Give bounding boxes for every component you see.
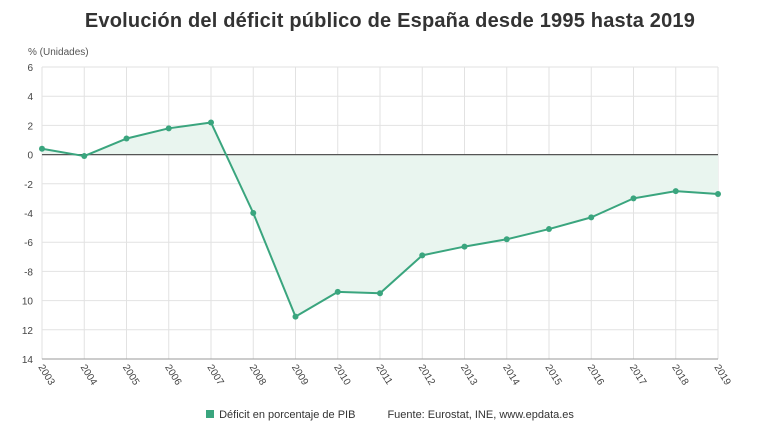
- data-point-2013: [461, 243, 468, 250]
- data-point-2018: [672, 188, 679, 195]
- data-point-2008: [250, 210, 257, 216]
- x-tick-label: 2019: [711, 363, 732, 388]
- y-tick-label: 14: [22, 355, 34, 366]
- data-point-2003: [39, 145, 45, 152]
- x-tick-label: 2006: [162, 363, 183, 388]
- data-point-2010: [334, 288, 341, 295]
- y-axis-unit-label: % (Unidades): [28, 47, 89, 58]
- y-tick-label: -6: [24, 238, 33, 249]
- x-tick-label: 2009: [289, 363, 310, 388]
- data-point-2011: [377, 290, 383, 297]
- y-tick-label: 2: [27, 121, 33, 132]
- data-point-2017: [630, 195, 637, 202]
- data-point-2015: [546, 226, 552, 233]
- legend-series-label: Déficit en porcentaje de PIB: [219, 409, 356, 421]
- x-tick-label: 2007: [204, 363, 225, 388]
- y-tick-label: 0: [27, 151, 33, 162]
- x-tick-label: 2008: [247, 363, 268, 388]
- y-tick-label: -4: [24, 209, 33, 220]
- y-tick-label: -8: [24, 267, 33, 278]
- x-tick-label: 2003: [35, 363, 56, 388]
- legend: Déficit en porcentaje de PIB Fuente: Euro…: [0, 409, 780, 421]
- data-point-2014: [503, 236, 510, 243]
- points-layer: [39, 119, 721, 320]
- data-point-2019: [715, 191, 721, 198]
- y-tick-label: 6: [27, 63, 33, 74]
- x-tick-label: 2015: [542, 363, 563, 388]
- legend-swatch: [206, 410, 215, 418]
- data-point-2006: [165, 125, 172, 132]
- area-fill: [42, 122, 718, 317]
- data-point-2016: [588, 214, 595, 221]
- x-tick-label: 2010: [331, 363, 352, 388]
- x-tick-label: 2014: [500, 363, 521, 388]
- y-tick-label: 4: [27, 92, 33, 103]
- x-tick-label: 2013: [458, 363, 479, 388]
- data-point-2007: [208, 119, 214, 126]
- x-tick-layer: 2003 2004 2005 2006 2007 2008 2009 2010 2011 2012…: [35, 363, 732, 388]
- y-tick-label: 12: [22, 326, 34, 337]
- x-tick-label: 2016: [585, 363, 606, 388]
- chart-title: Evolución del déficit público de España …: [84, 10, 696, 32]
- x-tick-label: 2012: [416, 363, 437, 388]
- source-note: Fuente: Eurostat, INE, www.epdata.es: [387, 409, 574, 421]
- y-tick-label: 10: [22, 297, 34, 308]
- x-tick-label: 2004: [78, 363, 99, 388]
- data-point-2012: [419, 252, 426, 259]
- data-point-2004: [81, 153, 88, 160]
- data-point-2009: [292, 313, 299, 320]
- fill-layer: [42, 122, 718, 317]
- y-tick-label: -2: [24, 180, 33, 191]
- data-point-2005: [123, 135, 130, 142]
- x-tick-label: 2017: [627, 363, 648, 388]
- x-tick-label: 2005: [120, 363, 141, 388]
- y-tick-layer: 6 4 2 0 -2 -4 -6 -8 10 12 14: [22, 63, 34, 366]
- x-tick-label: 2018: [669, 363, 690, 388]
- x-tick-label: 2011: [373, 363, 394, 387]
